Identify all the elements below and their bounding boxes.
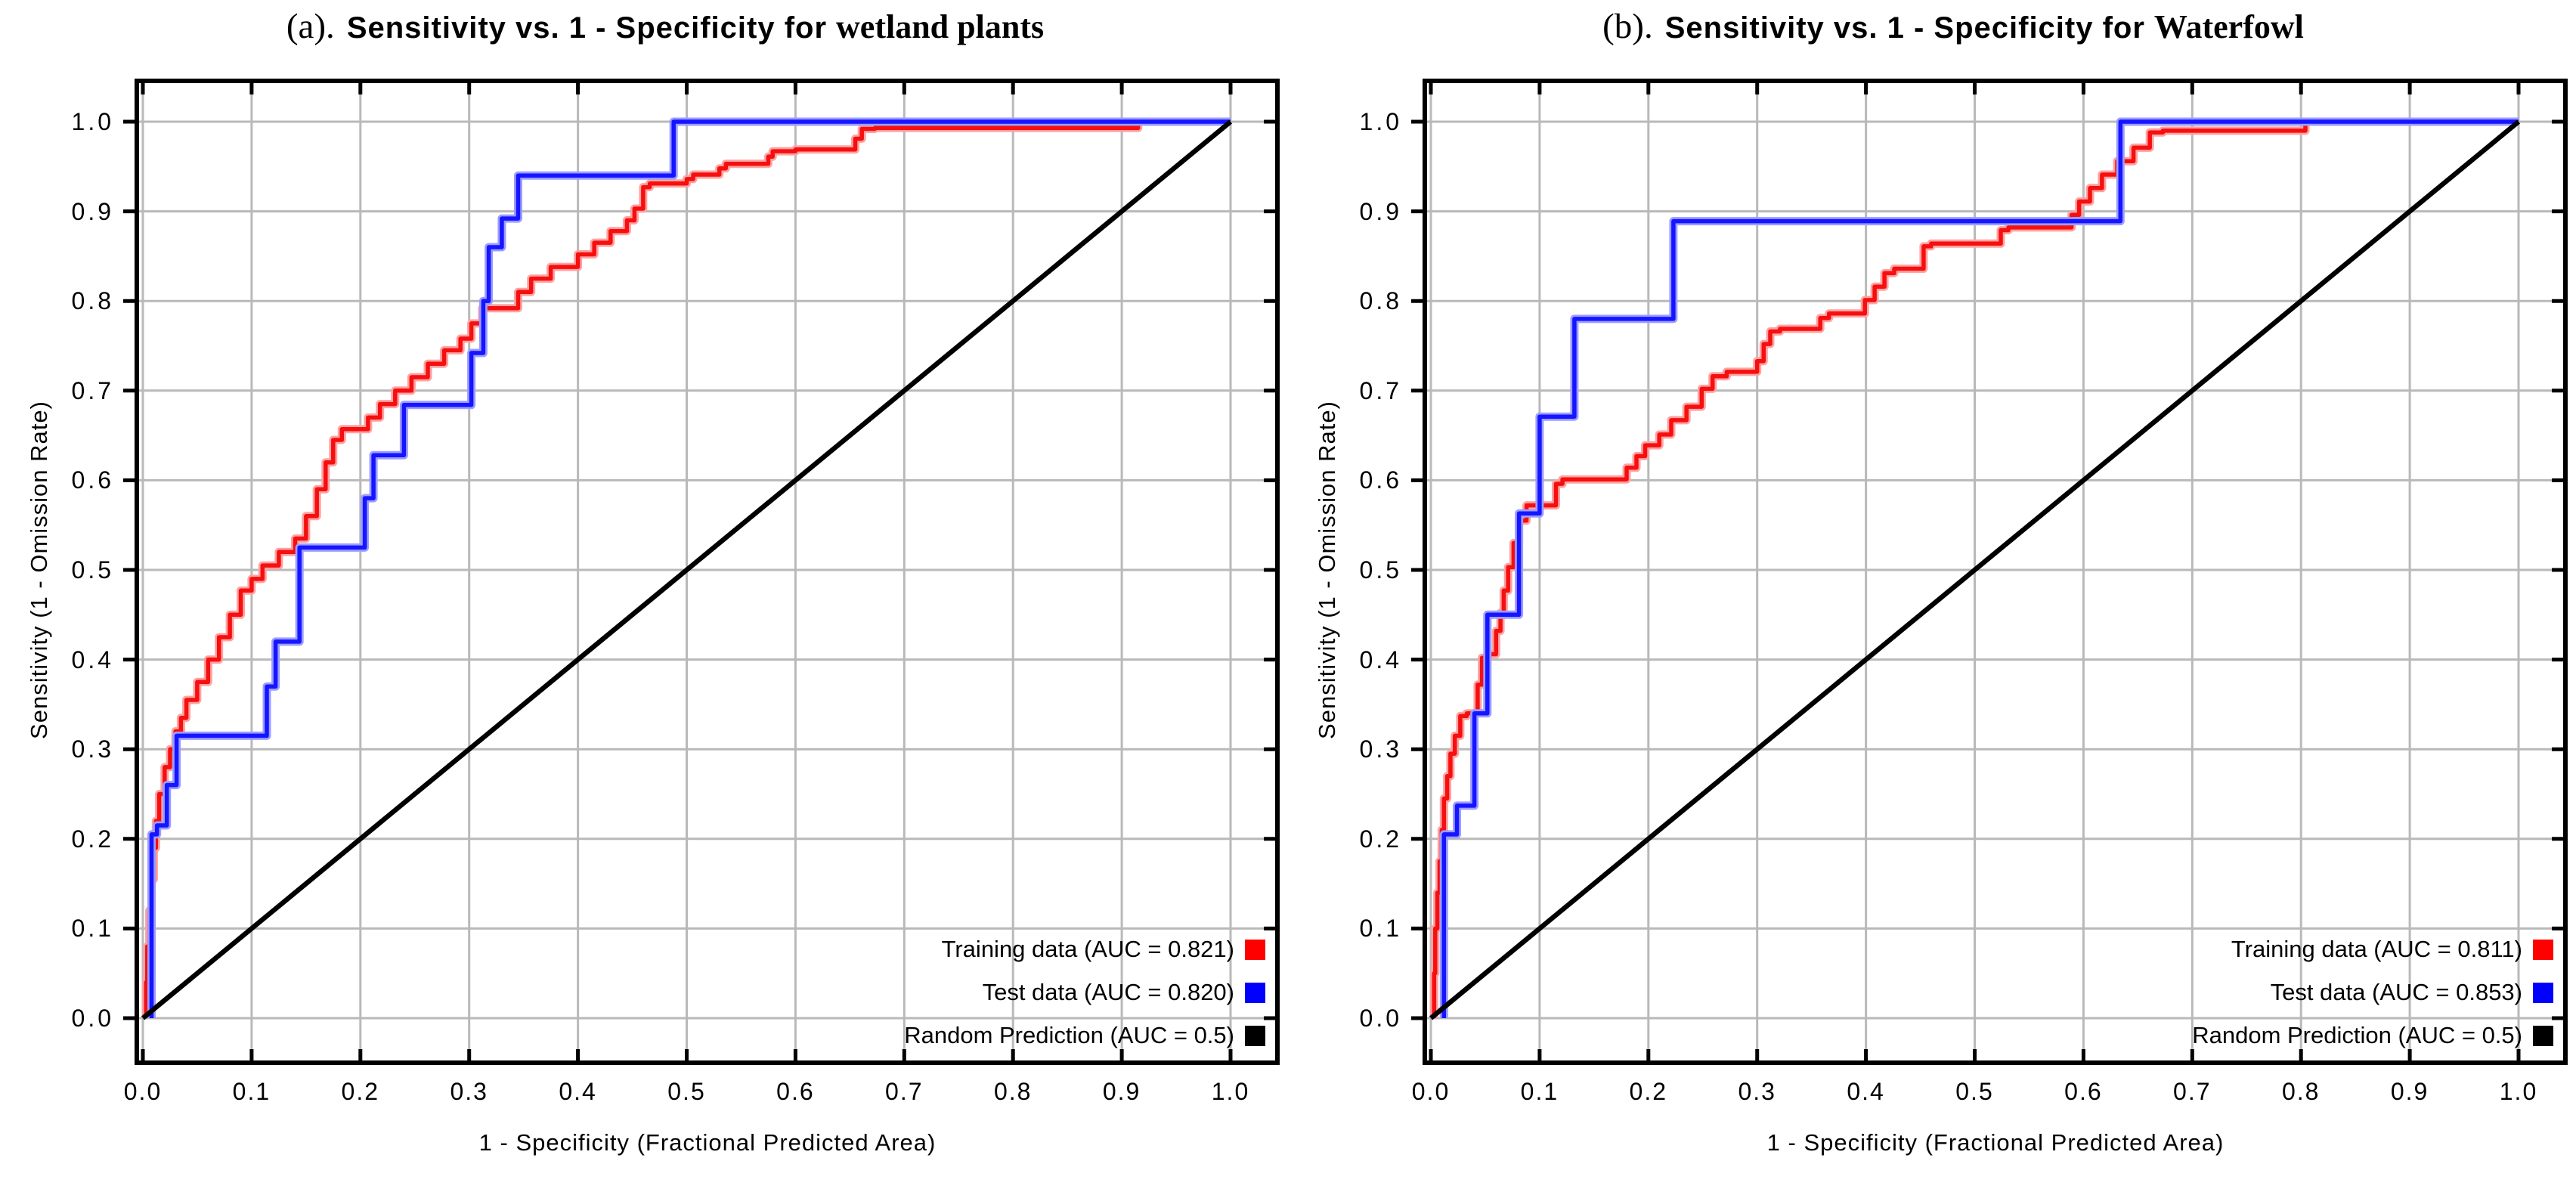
legend-label: Test data (AUC = 0.853) <box>2270 979 2522 1005</box>
legend-swatch <box>1245 982 1265 1003</box>
panel-b-title-species: Waterfowl <box>2153 8 2304 45</box>
x-tick-label: 0.5 <box>667 1078 706 1105</box>
y-tick-label: 0.9 <box>1359 197 1402 225</box>
y-tick-label: 0.8 <box>71 287 114 315</box>
legend-swatch <box>1245 939 1265 960</box>
x-tick-label: 0.8 <box>2281 1078 2321 1105</box>
x-tick-label: 0.2 <box>1629 1078 1668 1105</box>
y-tick-label: 0.4 <box>1359 646 1402 673</box>
legend-row: Random Prediction (AUC = 0.5) <box>904 1020 1265 1051</box>
test-curve <box>149 119 1231 1018</box>
x-tick-label: 0.8 <box>993 1078 1033 1105</box>
y-tick-label: 0.2 <box>71 825 114 853</box>
x-tick-label: 0.7 <box>2173 1078 2212 1105</box>
x-tick-label: 0.9 <box>2390 1078 2429 1105</box>
legend-swatch <box>2533 982 2553 1003</box>
legend-swatch <box>2533 939 2553 960</box>
y-tick-label: 0.9 <box>71 197 114 225</box>
legend-row: Test data (AUC = 0.820) <box>983 977 1265 1008</box>
y-tick-label: 0.0 <box>1359 1005 1402 1032</box>
x-tick-label: 0.6 <box>776 1078 815 1105</box>
y-tick-label: 0.1 <box>1359 915 1402 943</box>
panel-a-legend: Training data (AUC = 0.821) Test data (AU… <box>904 934 1265 1064</box>
panel-a-ylabel: Sensitivity (1 - Omission Rate) <box>26 401 52 739</box>
panel-b-xlabel: 1 - Specificity (Fractional Predicted Ar… <box>1766 1129 2225 1156</box>
roc-panel-a: (a). Sensitivity vs. 1 - Specificity for w… <box>26 6 1280 1156</box>
panel-b-title: (b). Sensitivity vs. 1 - Specificity for W… <box>1364 6 2543 47</box>
legend-label: Training data (AUC = 0.811) <box>2231 936 2522 962</box>
legend-swatch <box>1245 1025 1265 1046</box>
y-tick-label: 0.4 <box>71 646 114 673</box>
panel-b-legend: Training data (AUC = 0.811) Test data (AU… <box>2192 934 2553 1064</box>
y-tick-label: 0.5 <box>1359 556 1402 584</box>
legend-swatch <box>2533 1025 2553 1046</box>
x-tick-label: 0.0 <box>123 1078 163 1105</box>
x-tick-label: 0.3 <box>450 1078 488 1105</box>
panel-a-title: (a). Sensitivity vs. 1 - Specificity for w… <box>76 6 1255 47</box>
random-prediction-line <box>141 119 1233 1020</box>
x-tick-label: 0.3 <box>1738 1078 1776 1105</box>
x-tick-label: 0.1 <box>1520 1078 1559 1105</box>
x-tick-label: 0.6 <box>2064 1078 2103 1105</box>
y-tick-label: 0.8 <box>1359 287 1402 315</box>
y-tick-label: 0.5 <box>71 556 114 584</box>
x-tick-label: 0.2 <box>341 1078 380 1105</box>
roc-plot-a <box>123 79 1280 1065</box>
legend-label: Random Prediction (AUC = 0.5) <box>904 1022 1234 1048</box>
x-tick-label: 0.5 <box>1955 1078 1994 1105</box>
x-tick-label: 0.4 <box>1847 1078 1885 1105</box>
panel-a-title-prefix: (a). <box>286 7 335 46</box>
roc-plot-b <box>1411 79 2568 1065</box>
panel-a-xlabel: 1 - Specificity (Fractional Predicted Ar… <box>478 1129 937 1156</box>
legend-label: Training data (AUC = 0.821) <box>941 936 1234 962</box>
x-tick-label: 0.0 <box>1411 1078 1451 1105</box>
panel-a-title-main: Sensitivity vs. 1 - Specificity for <box>346 11 828 45</box>
legend-label: Random Prediction (AUC = 0.5) <box>2192 1022 2522 1048</box>
x-tick-label: 1.0 <box>2499 1078 2538 1105</box>
y-tick-label: 1.0 <box>1359 108 1402 135</box>
legend-row: Test data (AUC = 0.853) <box>2271 977 2553 1008</box>
panel-b-title-main: Sensitivity vs. 1 - Specificity for <box>1664 11 2145 45</box>
y-tick-label: 1.0 <box>71 108 114 135</box>
y-tick-label: 0.2 <box>1359 825 1402 853</box>
x-tick-label: 0.1 <box>232 1078 271 1105</box>
legend-label: Test data (AUC = 0.820) <box>982 979 1234 1005</box>
y-tick-label: 0.7 <box>71 376 114 404</box>
random-prediction-line <box>1429 119 2521 1020</box>
y-tick-label: 0.0 <box>71 1005 114 1032</box>
y-tick-label: 0.6 <box>71 466 114 494</box>
legend-row: Random Prediction (AUC = 0.5) <box>2192 1020 2553 1051</box>
test-curve <box>1441 119 2519 1018</box>
y-tick-label: 0.1 <box>71 915 114 943</box>
panel-b-ylabel: Sensitivity (1 - Omission Rate) <box>1314 401 1340 739</box>
plot-frame <box>135 79 1280 1065</box>
y-tick-label: 0.7 <box>1359 376 1402 404</box>
panel-a-title-species: wetland plants <box>836 8 1045 45</box>
x-tick-label: 0.7 <box>885 1078 924 1105</box>
x-tick-label: 1.0 <box>1211 1078 1250 1105</box>
panel-b-title-prefix: (b). <box>1602 7 1653 46</box>
legend-row: Training data (AUC = 0.811) <box>2231 934 2553 964</box>
y-tick-label: 0.6 <box>1359 466 1402 494</box>
y-tick-label: 0.3 <box>1359 735 1402 763</box>
x-tick-label: 0.4 <box>559 1078 597 1105</box>
legend-row: Training data (AUC = 0.821) <box>942 934 1265 964</box>
y-tick-label: 0.3 <box>71 735 114 763</box>
x-tick-label: 0.9 <box>1102 1078 1141 1105</box>
plot-frame <box>1423 79 2568 1065</box>
roc-panel-b: (b). Sensitivity vs. 1 - Specificity for W… <box>1288 0 2576 1192</box>
